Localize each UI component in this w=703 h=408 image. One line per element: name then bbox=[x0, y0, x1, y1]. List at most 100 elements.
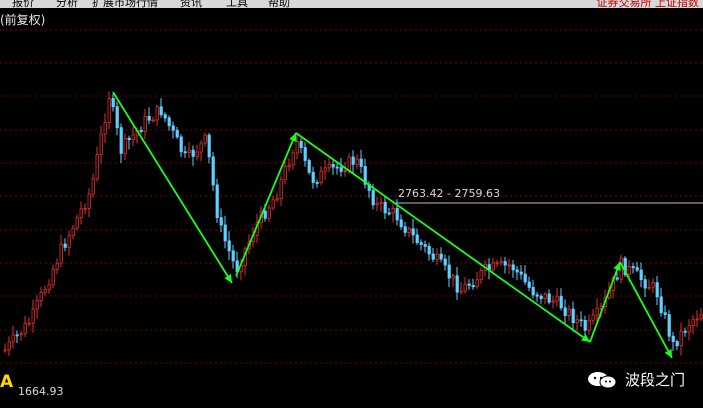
low-price-label: 1664.93 bbox=[18, 385, 64, 398]
candle bbox=[443, 254, 447, 271]
candle-body bbox=[271, 199, 275, 209]
candle bbox=[315, 179, 319, 188]
candle bbox=[183, 145, 187, 158]
candle-body bbox=[551, 300, 555, 303]
candle-body bbox=[587, 319, 591, 331]
candle-body bbox=[395, 208, 399, 221]
candle-body bbox=[535, 294, 539, 297]
candle bbox=[319, 166, 323, 185]
candle-body bbox=[315, 181, 319, 184]
candle-body bbox=[455, 275, 459, 293]
candle-body bbox=[675, 341, 679, 347]
candle-body bbox=[63, 243, 67, 248]
candle-body bbox=[515, 269, 519, 273]
candle-body bbox=[183, 151, 187, 154]
candle-body bbox=[83, 207, 87, 210]
candle bbox=[147, 107, 151, 125]
candle-body bbox=[623, 257, 627, 276]
candle bbox=[555, 287, 559, 307]
candle bbox=[223, 215, 227, 249]
candle-body bbox=[379, 201, 383, 204]
candle-body bbox=[175, 129, 179, 138]
candle bbox=[591, 308, 595, 325]
candle bbox=[543, 291, 547, 305]
candle bbox=[363, 158, 367, 189]
candle bbox=[571, 301, 575, 332]
candle-body bbox=[275, 198, 279, 201]
candle-body bbox=[171, 125, 175, 131]
candle bbox=[131, 126, 135, 147]
candle bbox=[71, 225, 75, 240]
candle-body bbox=[127, 137, 131, 140]
exchange-index-label: 证券交易所 上证指数 bbox=[596, 0, 700, 8]
candle bbox=[119, 123, 123, 163]
candle bbox=[271, 195, 275, 211]
menu-item-news[interactable]: 资讯 bbox=[180, 0, 202, 8]
candle bbox=[195, 144, 199, 161]
candle bbox=[175, 126, 179, 139]
candle-body bbox=[519, 271, 523, 275]
menu-item-extended-market[interactable]: 扩展市场行情 bbox=[92, 0, 158, 8]
candle-body bbox=[471, 285, 475, 288]
candle bbox=[163, 112, 167, 123]
candle bbox=[687, 319, 691, 341]
candle-body bbox=[71, 227, 75, 236]
candle bbox=[67, 230, 71, 256]
candle-body bbox=[327, 164, 331, 169]
candle bbox=[379, 197, 383, 212]
candle bbox=[287, 158, 291, 172]
candle-body bbox=[215, 184, 219, 219]
menu-item-analysis[interactable]: 分析 bbox=[56, 0, 78, 8]
candle bbox=[667, 309, 671, 342]
candle bbox=[647, 279, 651, 291]
candle-body bbox=[463, 283, 467, 292]
candle bbox=[587, 314, 591, 336]
candle bbox=[299, 138, 303, 154]
candle bbox=[231, 244, 235, 269]
candle-body bbox=[7, 341, 11, 351]
candle-body bbox=[67, 235, 71, 248]
candle-body bbox=[187, 149, 191, 153]
candle bbox=[459, 281, 463, 295]
candle bbox=[399, 214, 403, 230]
menu-item-tools[interactable]: 工具 bbox=[226, 0, 248, 8]
candle-body bbox=[167, 117, 171, 127]
candle bbox=[419, 239, 423, 251]
candle-body bbox=[99, 133, 103, 156]
candle bbox=[651, 277, 655, 294]
candle-body bbox=[95, 154, 99, 180]
candle bbox=[387, 207, 391, 216]
candle-body bbox=[579, 319, 583, 322]
menu-item-help[interactable]: 帮助 bbox=[268, 0, 290, 8]
candle bbox=[91, 173, 95, 199]
candle-body bbox=[695, 318, 699, 321]
candle bbox=[15, 330, 19, 344]
chart-title: (前复权) bbox=[0, 13, 46, 27]
candle-body bbox=[155, 106, 159, 121]
candle-body bbox=[179, 136, 183, 153]
candle bbox=[279, 176, 283, 206]
watermark: 波段之门 bbox=[587, 369, 685, 390]
candle-body bbox=[159, 106, 163, 116]
candle bbox=[139, 126, 143, 134]
candle-body bbox=[691, 318, 695, 327]
candle bbox=[191, 145, 195, 166]
candle-body bbox=[527, 281, 531, 288]
candle-body bbox=[103, 122, 107, 135]
candle-body bbox=[211, 156, 215, 186]
candle bbox=[35, 295, 39, 319]
wave-arrow-line bbox=[235, 132, 297, 277]
candle bbox=[391, 203, 395, 223]
candle-body bbox=[403, 226, 407, 233]
menu-item-quote[interactable]: 报价 bbox=[12, 0, 34, 8]
candle bbox=[87, 188, 91, 218]
candle bbox=[275, 192, 279, 203]
candle bbox=[107, 91, 111, 130]
candle-body bbox=[279, 179, 283, 200]
candle bbox=[311, 166, 315, 189]
candle-body bbox=[387, 212, 391, 215]
candle-body bbox=[343, 170, 347, 173]
candle bbox=[479, 267, 483, 285]
candle bbox=[19, 331, 23, 341]
